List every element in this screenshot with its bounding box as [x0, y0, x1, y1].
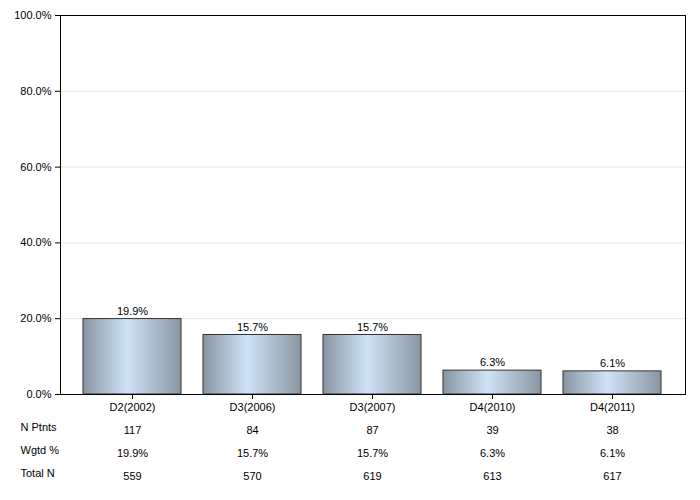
svg-text:100.0%: 100.0%	[14, 9, 52, 21]
svg-text:D3(2006): D3(2006)	[230, 401, 276, 413]
svg-text:117: 117	[124, 424, 142, 436]
svg-text:D4(2010): D4(2010)	[470, 401, 516, 413]
svg-text:87: 87	[366, 424, 378, 436]
svg-text:19.9%: 19.9%	[117, 447, 148, 459]
svg-text:15.7%: 15.7%	[357, 447, 388, 459]
svg-text:38: 38	[606, 424, 618, 436]
svg-text:15.7%: 15.7%	[237, 447, 268, 459]
svg-text:19.9%: 19.9%	[117, 305, 148, 317]
svg-text:559: 559	[123, 470, 141, 482]
svg-text:80.0%: 80.0%	[20, 85, 51, 97]
svg-text:6.3%: 6.3%	[480, 447, 505, 459]
svg-text:39: 39	[486, 424, 498, 436]
svg-text:40.0%: 40.0%	[20, 236, 51, 248]
svg-text:20.0%: 20.0%	[20, 312, 51, 324]
svg-text:570: 570	[243, 470, 261, 482]
svg-text:D4(2011): D4(2011)	[590, 401, 635, 413]
svg-text:D2(2002): D2(2002)	[110, 401, 156, 413]
svg-text:617: 617	[603, 470, 621, 482]
svg-text:0.0%: 0.0%	[26, 388, 51, 400]
svg-text:6.1%: 6.1%	[600, 357, 625, 369]
svg-text:60.0%: 60.0%	[20, 161, 51, 173]
svg-text:N Ptnts: N Ptnts	[21, 421, 58, 433]
svg-text:619: 619	[363, 470, 381, 482]
svg-text:D3(2007): D3(2007)	[350, 401, 396, 413]
svg-text:6.1%: 6.1%	[600, 447, 625, 459]
svg-text:6.3%: 6.3%	[480, 356, 505, 368]
svg-text:Total N: Total N	[21, 467, 55, 479]
svg-text:15.7%: 15.7%	[357, 321, 388, 333]
svg-text:15.7%: 15.7%	[237, 321, 268, 333]
svg-text:84: 84	[246, 424, 258, 436]
svg-text:Wgtd %: Wgtd %	[21, 444, 60, 456]
svg-text:613: 613	[483, 470, 501, 482]
